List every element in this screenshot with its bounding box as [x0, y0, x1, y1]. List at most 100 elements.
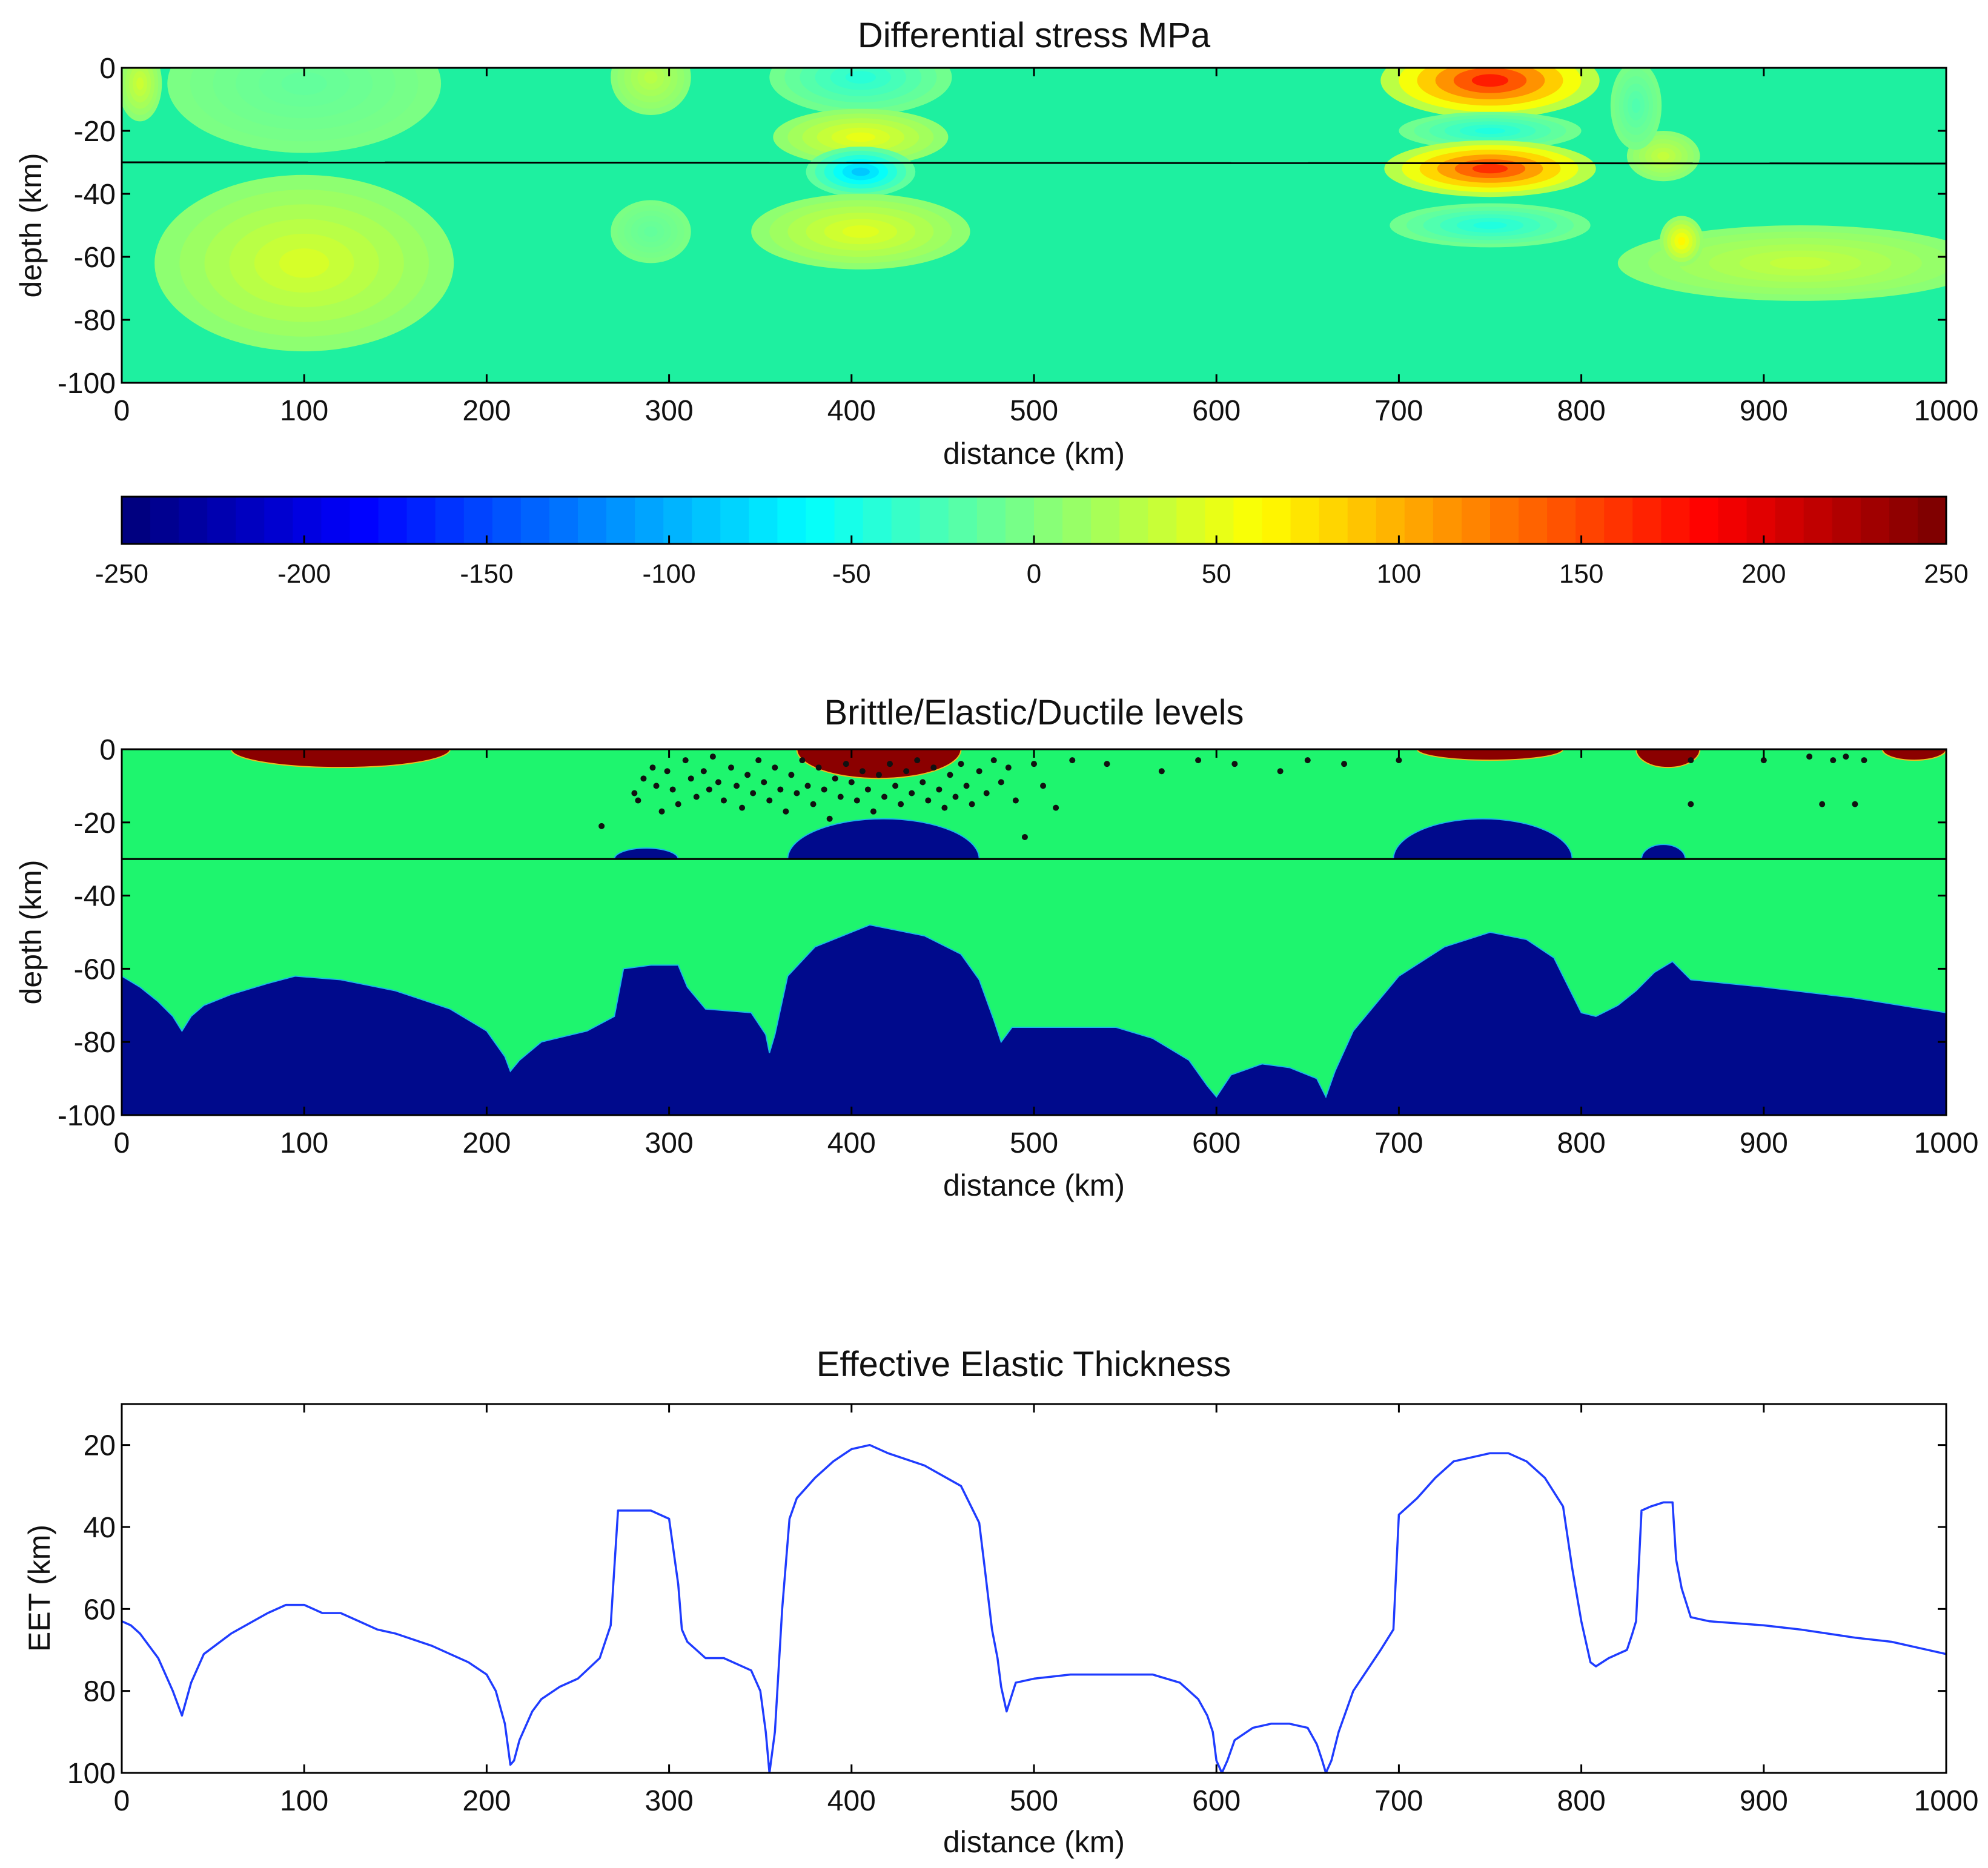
colorbar-swatch: [663, 497, 693, 544]
stress-anomaly: [1473, 221, 1507, 230]
eet-x-tick-label: 800: [1557, 1785, 1606, 1817]
eet-y-tick-label: 80: [84, 1676, 116, 1708]
stress-anomaly: [845, 71, 876, 84]
earthquake-marker: [675, 801, 681, 807]
earthquake-marker: [919, 779, 926, 786]
eet-x-tick-label: 700: [1374, 1785, 1423, 1817]
colorbar-tick-label: -250: [95, 559, 148, 589]
earthquake-marker: [799, 757, 806, 764]
colorbar-swatch: [1746, 497, 1776, 544]
stress-anomaly: [1472, 164, 1508, 174]
earthquake-marker: [1231, 761, 1238, 767]
colorbar-swatch: [492, 497, 522, 544]
eet-y-tick-label: 40: [84, 1512, 116, 1544]
colorbar-swatch: [1148, 497, 1178, 544]
levels-y-ticks: 0 -20 -40 -60 -80 -100: [58, 734, 1946, 1132]
stress-y-tick-label: -100: [58, 368, 116, 400]
earthquake-marker: [682, 757, 689, 764]
earthquake-marker: [963, 783, 970, 789]
colorbar-swatch: [1889, 497, 1918, 544]
earthquake-marker: [903, 768, 910, 775]
stress-panel: Differential stress MPa 0 100 200 300 400 500…: [14, 16, 1978, 471]
stress-y-tick-label: -20: [74, 116, 116, 148]
colorbar-swatch: [463, 497, 493, 544]
levels-x-tick-label: 800: [1557, 1127, 1606, 1159]
stress-anomaly: [1474, 127, 1506, 134]
colorbar-swatch: [406, 497, 436, 544]
colorbar-tick-label: 0: [1027, 559, 1041, 589]
earthquake-marker: [952, 793, 959, 800]
stress-x-tick-label: 800: [1557, 395, 1606, 427]
levels-y-tick-label: -100: [58, 1100, 116, 1132]
colorbar-swatch: [435, 497, 465, 544]
colorbar-swatch: [350, 497, 379, 544]
colorbar-swatches: [122, 497, 1947, 544]
earthquake-marker: [755, 757, 762, 764]
earthquake-marker: [941, 804, 948, 811]
stress-x-tick-label: 0: [114, 395, 130, 427]
earthquake-marker: [788, 772, 795, 778]
earthquake-marker: [853, 797, 860, 804]
colorbar-swatch: [806, 497, 835, 544]
earthquake-marker: [909, 790, 915, 797]
colorbar-swatch: [321, 497, 351, 544]
levels-x-tick-label: 100: [280, 1127, 328, 1159]
earthquake-marker: [631, 790, 638, 797]
colorbar-tick-label: 50: [1202, 559, 1231, 589]
eet-x-tick-label: 500: [1010, 1785, 1058, 1817]
colorbar-swatch: [1604, 497, 1634, 544]
mantle-ductile-region: [122, 924, 1946, 1115]
colorbar-swatch: [578, 497, 608, 544]
levels-x-tick-label: 900: [1740, 1127, 1788, 1159]
stress-x-tick-label: 100: [280, 395, 328, 427]
earthquake-marker: [728, 764, 735, 771]
earthquake-marker: [1830, 757, 1837, 764]
earthquake-marker: [815, 764, 822, 771]
colorbar-swatch: [1718, 497, 1748, 544]
earthquake-marker: [761, 779, 767, 786]
earthquake-marker: [875, 772, 882, 778]
eet-y-tick-label: 60: [84, 1594, 116, 1626]
colorbar-swatch: [1689, 497, 1719, 544]
stress-x-ticks: 0 100 200 300 400 500 600 700 800 900 1000: [114, 68, 1978, 427]
earthquake-marker: [1021, 833, 1028, 840]
eet-x-tick-label: 300: [645, 1785, 694, 1817]
eet-y-axis-label: EET (km): [22, 1525, 56, 1652]
levels-y-tick-label: -20: [74, 807, 116, 840]
colorbar-swatch: [1803, 497, 1833, 544]
colorbar-swatch: [520, 497, 550, 544]
colorbar-tick-label: -200: [277, 559, 331, 589]
colorbar-swatch: [293, 497, 322, 544]
colorbar-swatch: [150, 497, 180, 544]
colorbar-swatch: [863, 497, 892, 544]
moho-line: [121, 161, 1947, 165]
earthquake-marker: [1005, 764, 1012, 771]
brittle-zone: [796, 749, 962, 780]
earthquake-marker: [720, 797, 727, 804]
colorbar-swatch: [1661, 497, 1691, 544]
colorbar-swatch: [1005, 497, 1035, 544]
earthquake-marker: [898, 801, 904, 807]
levels-x-tick-label: 500: [1010, 1127, 1058, 1159]
earthquake-marker: [1341, 761, 1348, 767]
eet-x-tick-label: 400: [827, 1785, 876, 1817]
colorbar-tick-label: 150: [1559, 559, 1603, 589]
earthquake-marker: [1012, 797, 1019, 804]
stress-y-ticks: 0 -20 -40 -60 -80 -100: [58, 53, 1946, 400]
levels-x-tick-label: 400: [827, 1127, 876, 1159]
colorbar-swatch: [891, 497, 921, 544]
earthquake-marker: [1852, 801, 1858, 807]
earthquake-marker: [930, 764, 937, 771]
earthquake-marker: [1861, 757, 1867, 764]
colorbar-swatch: [1775, 497, 1804, 544]
colorbar-swatch: [179, 497, 208, 544]
stress-x-tick-label: 500: [1010, 395, 1058, 427]
earthquake-marker: [658, 808, 665, 815]
colorbar-swatch: [1547, 497, 1577, 544]
stress-x-tick-label: 300: [645, 395, 694, 427]
eet-plot-background: [122, 1404, 1946, 1773]
earthquake-marker: [772, 764, 778, 771]
colorbar-swatch: [1034, 497, 1064, 544]
earthquake-marker: [837, 793, 844, 800]
earthquake-marker: [881, 793, 888, 800]
